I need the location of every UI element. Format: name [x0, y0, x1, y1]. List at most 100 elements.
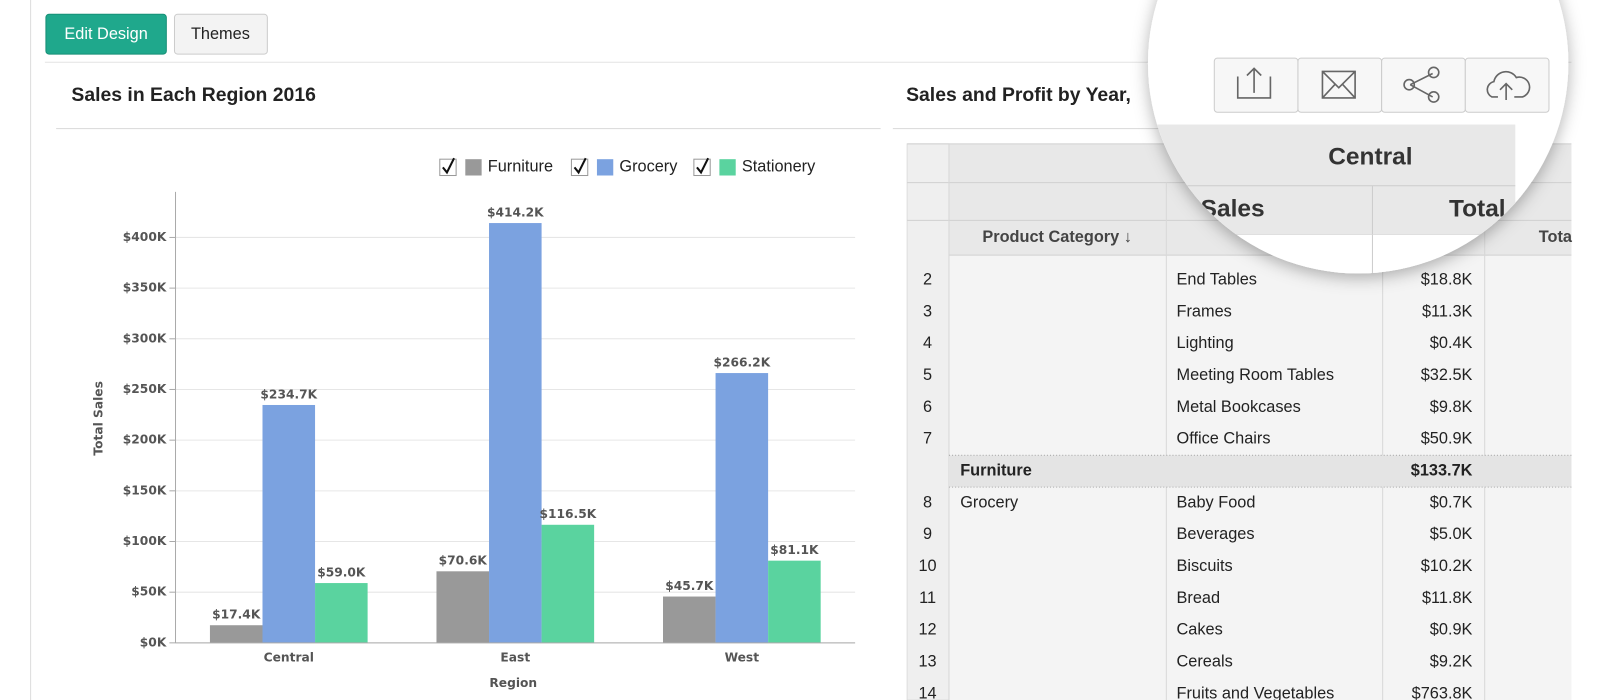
legend-label: Stationery	[742, 158, 816, 176]
subcategory-cell: Office Chairs	[1177, 430, 1271, 448]
value-label: $116.5K	[540, 507, 597, 521]
sales-cell: $9.8K	[1430, 398, 1473, 416]
email-icon	[1321, 70, 1356, 99]
sales-cell: $133.7K	[1411, 462, 1473, 480]
x-axis-label: Region	[489, 676, 537, 690]
subcategory-cell: Metal Bookcases	[1177, 398, 1301, 416]
sales-cell: $18.8K	[1421, 271, 1473, 289]
legend-swatch	[465, 159, 482, 176]
legend-swatch	[719, 159, 736, 176]
bar	[541, 524, 595, 643]
legend-label: Grocery	[619, 158, 678, 176]
value-label: $59.0K	[317, 565, 366, 579]
export-icon	[1236, 67, 1272, 99]
row-number: 4	[923, 334, 932, 352]
legend-checkbox[interactable]	[439, 158, 457, 177]
bar	[315, 583, 368, 643]
row-number: 2	[923, 271, 932, 289]
email-button[interactable]	[1297, 57, 1383, 113]
legend-checkbox[interactable]	[570, 158, 589, 177]
bar	[489, 223, 542, 643]
value-label: $266.2K	[713, 355, 770, 369]
y-tick-label: $150K	[123, 483, 167, 497]
y-tick-label: $200K	[123, 433, 167, 447]
y-tick-label: $300K	[123, 331, 167, 345]
sales-cell: $11.3K	[1422, 302, 1473, 320]
subcategory-cell: Frames	[1177, 302, 1232, 320]
subcategory-cell: Bread	[1177, 589, 1221, 607]
subtotal-row	[948, 455, 1572, 488]
legend-check	[442, 157, 455, 175]
bar	[209, 625, 263, 643]
row-number: 6	[923, 398, 932, 416]
value-label: $70.6K	[439, 554, 488, 568]
bar	[262, 404, 316, 643]
value-label: $234.7K	[260, 387, 317, 401]
subcategory-cell: Baby Food	[1177, 493, 1256, 511]
y-tick-label: $50K	[131, 585, 167, 599]
row-number: 11	[919, 589, 936, 607]
category-cell: Furniture	[960, 462, 1032, 480]
legend-check	[696, 157, 710, 175]
y-tick-label: $0K	[140, 635, 167, 649]
column-header: Tota	[1539, 228, 1573, 246]
y-tick-label: $100K	[123, 534, 167, 548]
edit-design-button[interactable]	[45, 13, 167, 55]
row-number: 3	[923, 302, 932, 320]
row-number: 13	[918, 653, 936, 671]
subcategory-cell: Biscuits	[1177, 557, 1233, 575]
sales-cell: $763.8K	[1412, 684, 1473, 700]
row-number: 9	[923, 525, 932, 543]
region-header: Central	[1328, 144, 1412, 171]
legend-label: Furniture	[488, 158, 553, 176]
measure-header: Total	[1449, 196, 1506, 223]
x-tick-label: Central	[264, 651, 314, 665]
legend-check	[573, 157, 587, 175]
bar	[768, 560, 821, 643]
row-number: 10	[918, 557, 936, 575]
category-cell: Grocery	[960, 493, 1019, 511]
x-tick-label: East	[500, 651, 530, 665]
row-number: 12	[918, 621, 936, 639]
share-icon	[1427, 91, 1440, 103]
table-title: Sales and Profit by Year,	[906, 84, 1131, 106]
themes-label[interactable]: Themes	[191, 25, 250, 43]
row-number: 8	[923, 493, 932, 511]
value-label: $414.2K	[487, 205, 544, 219]
value-label: $17.4K	[212, 608, 261, 622]
subcategory-cell: Beverages	[1177, 525, 1255, 543]
sales-cell: $11.8K	[1422, 589, 1473, 607]
row-number: 5	[923, 366, 932, 384]
bar	[663, 596, 716, 643]
themes-button[interactable]	[173, 13, 268, 55]
value-label: $81.1K	[770, 543, 819, 557]
edit-design-label[interactable]: Edit Design	[64, 25, 147, 43]
share-button[interactable]	[1381, 57, 1466, 113]
row-number-column	[906, 143, 950, 700]
sales-cell: $10.2K	[1421, 557, 1473, 575]
chart-title: Sales in Each Region 2016	[71, 84, 316, 106]
bar	[715, 373, 769, 643]
export-button[interactable]	[1213, 57, 1299, 113]
row-number: 14	[918, 684, 936, 700]
legend-checkbox[interactable]	[693, 158, 711, 177]
sales-cell: $0.7K	[1430, 493, 1473, 511]
sales-cell: $5.0K	[1430, 525, 1473, 543]
subcategory-cell: Lighting	[1177, 334, 1234, 352]
sales-cell: $9.2K	[1430, 653, 1473, 671]
share-icon	[1403, 78, 1416, 91]
bar	[436, 571, 490, 643]
x-tick-label: West	[725, 651, 760, 665]
y-tick-label: $250K	[123, 382, 167, 396]
bar-chart: $0K $50K $100K $150K $200K $250K $300K $350K $40…	[123, 157, 856, 665]
value-label: $45.7K	[665, 579, 714, 593]
share-icon	[1427, 66, 1440, 79]
subcategory-cell: Meeting Room Tables	[1177, 366, 1334, 384]
legend-swatch	[596, 159, 614, 176]
row-number: 7	[923, 430, 932, 448]
y-axis-label: Total Sales	[91, 381, 105, 456]
subcategory-cell: Cereals	[1177, 653, 1233, 671]
sales-cell: $50.9K	[1421, 430, 1473, 448]
